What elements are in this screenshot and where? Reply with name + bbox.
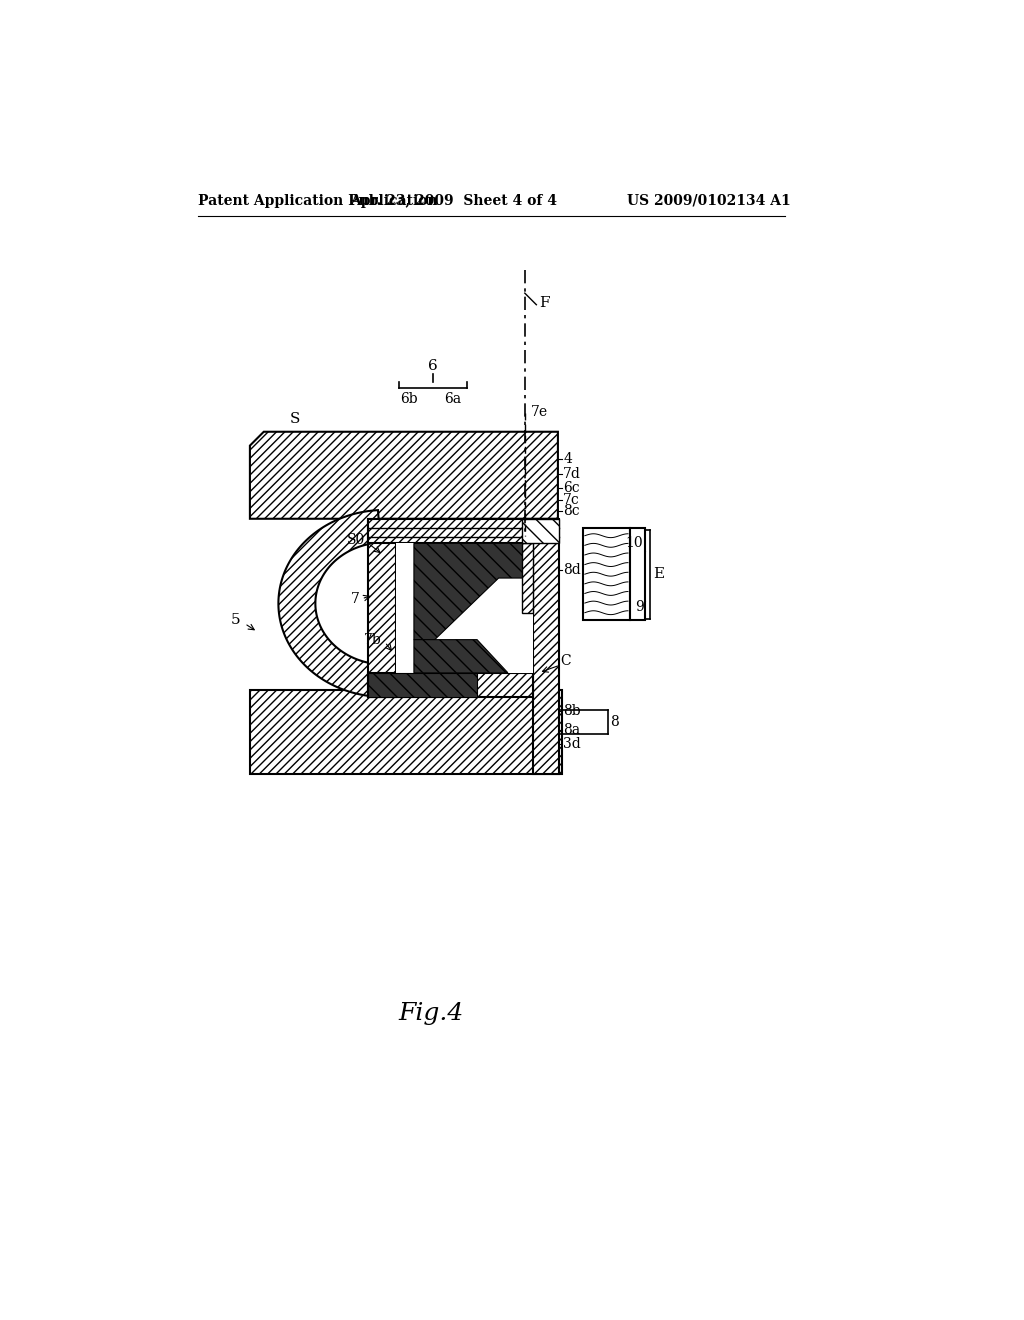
Text: 6a: 6a [443, 392, 461, 405]
Text: Apr. 23, 2009  Sheet 4 of 4: Apr. 23, 2009 Sheet 4 of 4 [350, 194, 557, 207]
Text: C: C [560, 655, 570, 668]
Bar [534, 519, 559, 775]
Bar [521, 544, 534, 612]
Bar [368, 673, 534, 697]
Text: 4: 4 [563, 451, 572, 466]
Text: S0: S0 [346, 532, 365, 546]
Text: 8b: 8b [563, 705, 581, 718]
Text: 10: 10 [626, 536, 643, 550]
Text: 7: 7 [351, 591, 360, 606]
Bar [584, 528, 630, 620]
Polygon shape [368, 673, 477, 697]
Text: 6: 6 [428, 359, 437, 374]
Text: 3d: 3d [563, 737, 581, 751]
Bar [630, 528, 645, 620]
Text: E: E [653, 568, 665, 581]
Text: 7a: 7a [434, 558, 451, 572]
Text: Fig.4: Fig.4 [398, 1002, 464, 1024]
Polygon shape [250, 689, 562, 775]
Text: Patent Application Publication: Patent Application Publication [199, 194, 438, 207]
Text: 8d: 8d [563, 564, 581, 577]
Text: 9: 9 [635, 601, 643, 614]
Polygon shape [414, 544, 534, 640]
Text: 6c: 6c [563, 480, 580, 495]
Text: 6b: 6b [400, 392, 418, 405]
Text: 8: 8 [610, 715, 620, 729]
Bar [521, 519, 559, 544]
Text: 8c: 8c [563, 504, 580, 517]
Bar [368, 519, 396, 697]
Text: 5: 5 [231, 614, 241, 627]
Polygon shape [279, 510, 380, 697]
Text: 7d: 7d [563, 467, 582, 480]
Text: 7b: 7b [364, 632, 382, 647]
Polygon shape [250, 432, 558, 519]
Text: F: F [539, 296, 549, 310]
Text: US 2009/0102134 A1: US 2009/0102134 A1 [628, 194, 791, 207]
Text: 7c: 7c [563, 492, 580, 507]
Text: S: S [290, 412, 300, 425]
Text: 8a: 8a [563, 723, 581, 737]
Polygon shape [414, 640, 508, 673]
Bar [396, 544, 534, 673]
Bar [368, 519, 534, 544]
Text: 7e: 7e [531, 405, 548, 420]
